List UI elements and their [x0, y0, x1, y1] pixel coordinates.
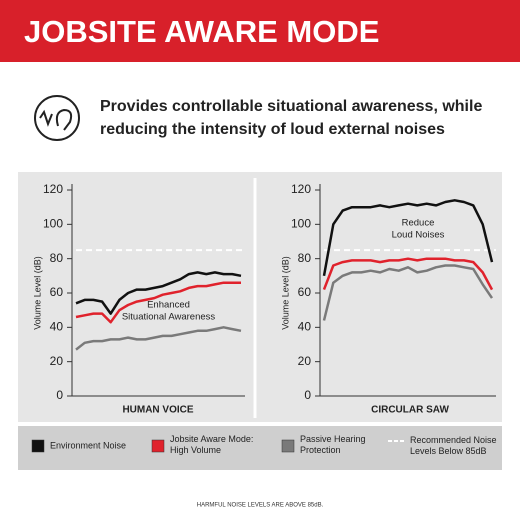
footer: HARMFUL NOISE LEVELS ARE ABOVE 85dB. — [197, 503, 324, 509]
subtitle: reducing the intensity of loud external … — [100, 121, 445, 138]
y-tick-label: 40 — [50, 320, 64, 334]
annotation: Reduce — [402, 218, 435, 229]
series-line — [322, 199, 494, 277]
y-tick-label: 80 — [298, 251, 312, 265]
y-axis-label: Volume Level (dB) — [32, 256, 42, 330]
series-line — [75, 271, 242, 315]
legend-label: Environment Noise — [50, 440, 126, 450]
series-line — [75, 281, 241, 324]
header-title: JOBSITE AWARE MODE — [24, 14, 379, 49]
series-line — [75, 326, 242, 351]
legend-swatch — [31, 439, 45, 453]
y-tick-label: 60 — [298, 285, 312, 299]
x-axis-label: HUMAN VOICE — [122, 405, 193, 416]
x-axis-label: CIRCULAR SAW — [371, 405, 449, 416]
y-tick-label: 60 — [50, 285, 64, 299]
y-tick-label: 120 — [291, 182, 311, 196]
annotation: Loud Noises — [392, 230, 445, 241]
y-tick-label: 20 — [298, 354, 312, 368]
annotation: Situational Awareness — [122, 312, 216, 323]
series-line — [322, 264, 494, 321]
legend-label: Passive Hearing Protection — [300, 434, 366, 455]
y-tick-label: 100 — [291, 217, 311, 231]
legend-swatch — [151, 439, 165, 453]
y-tick-label: 40 — [298, 320, 312, 334]
y-tick-label: 100 — [43, 217, 63, 231]
legend-label: Recommended Noise Levels Below 85dB — [410, 435, 497, 456]
chart-area — [18, 172, 502, 422]
y-tick-label: 20 — [50, 354, 64, 368]
annotation: Enhanced — [147, 300, 190, 311]
legend-swatch — [281, 439, 295, 453]
legend-band — [18, 426, 502, 470]
y-tick-label: 0 — [56, 388, 63, 402]
subtitle: Provides controllable situational awaren… — [100, 98, 482, 115]
header-band — [0, 0, 520, 62]
series-line — [322, 257, 494, 291]
legend-label: Jobsite Aware Mode: High Volume — [170, 434, 253, 455]
y-tick-label: 0 — [304, 388, 311, 402]
ear-icon — [34, 95, 80, 141]
y-axis-label: Volume Level (dB) — [280, 256, 290, 330]
y-tick-label: 80 — [50, 251, 64, 265]
y-tick-label: 120 — [43, 182, 63, 196]
ear-icon-shape — [39, 108, 73, 131]
